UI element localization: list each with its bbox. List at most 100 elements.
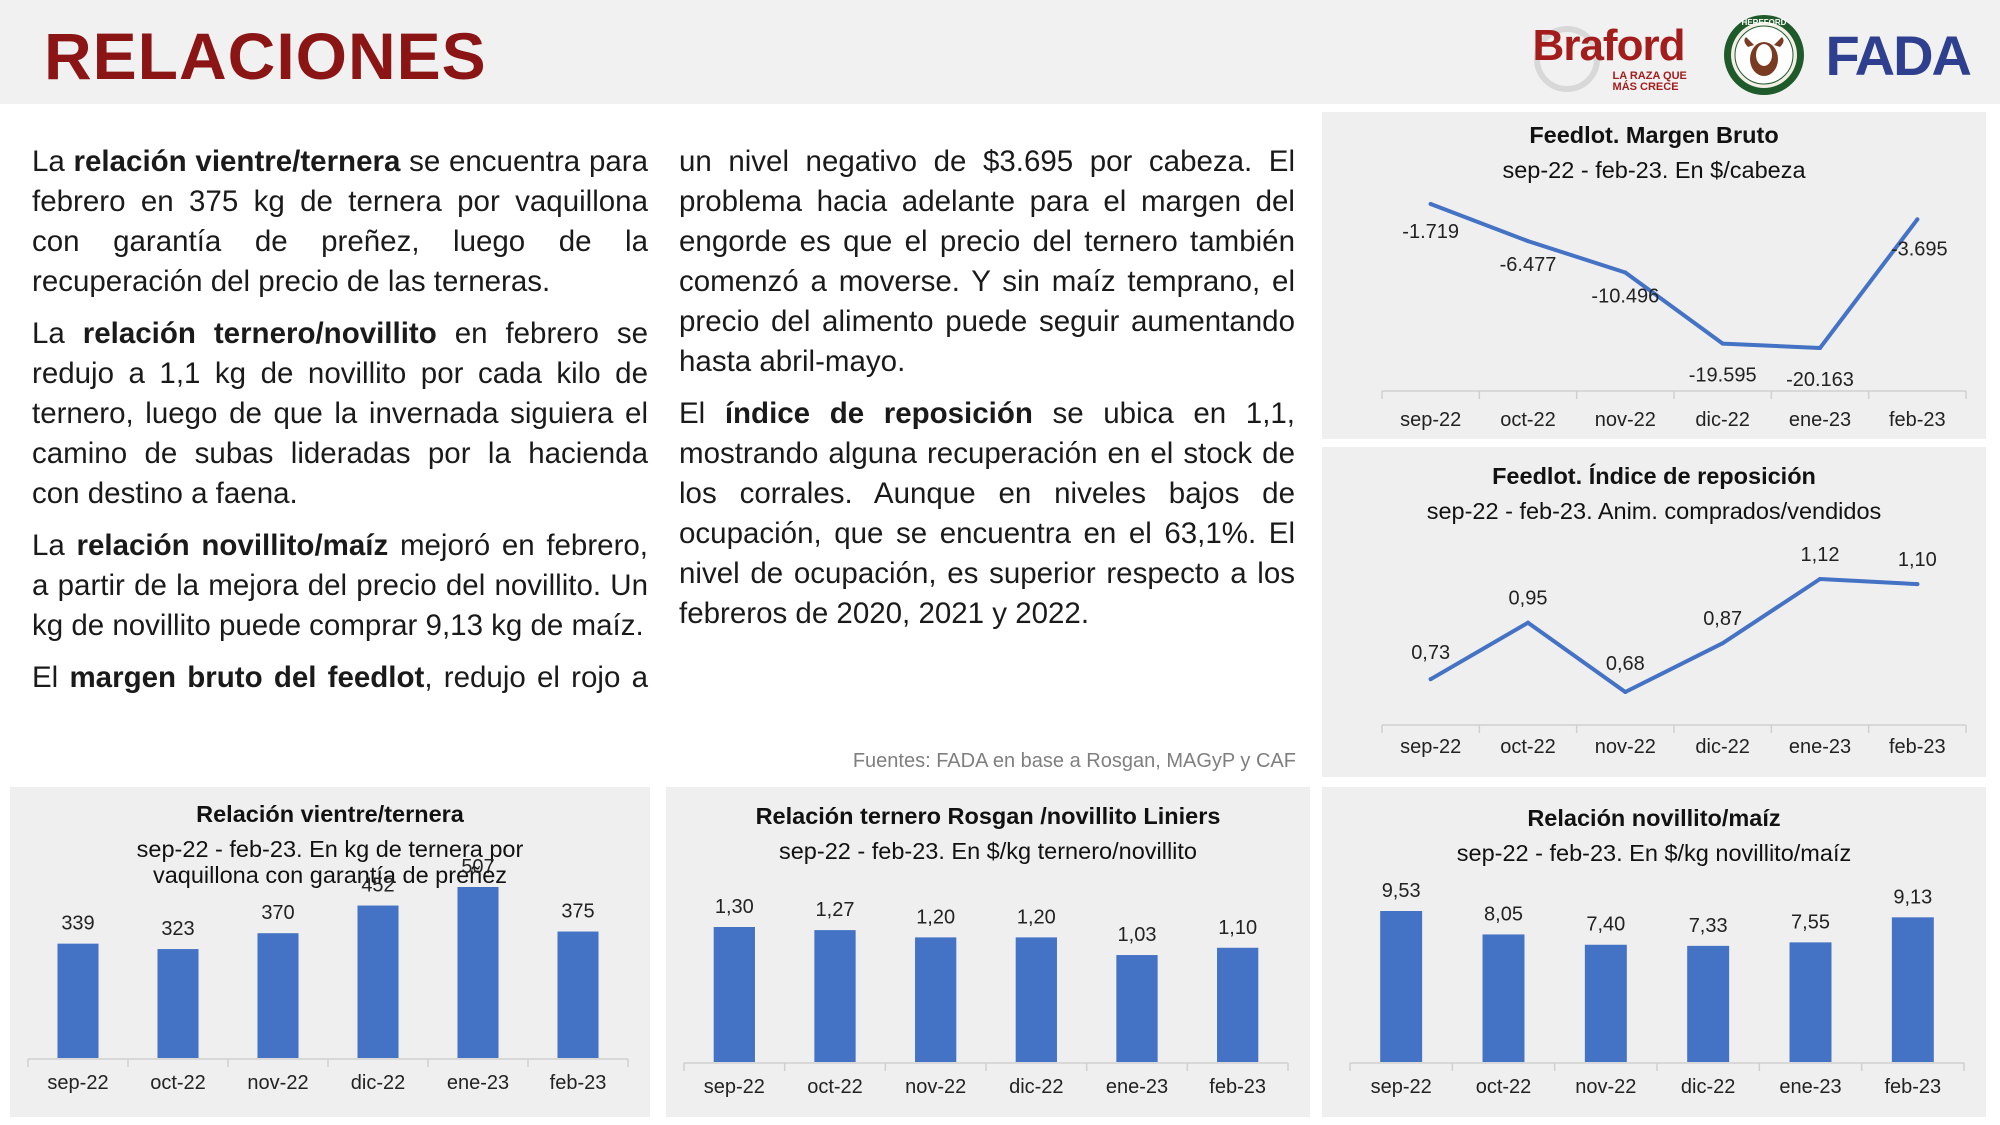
braford-logo: Braford LA RAZA QUE MÁS CRECE: [1527, 15, 1702, 95]
x-tick-label: sep-22: [704, 1076, 765, 1098]
text-run: un nivel negativo de $3.695 por cabeza. …: [679, 145, 1295, 378]
paragraph: El margen bruto del feedlot, redujo el r…: [32, 658, 648, 698]
bar: [1482, 934, 1525, 1062]
chart-subtitle: sep-22 - feb-23. En $/kg novillito/maíz: [1456, 840, 1852, 866]
bar: [1380, 911, 1423, 1062]
x-tick-label: nov-22: [1595, 736, 1656, 758]
paragraph: La relación ternero/novillito en febrero…: [32, 314, 648, 514]
data-label: 1,10: [1898, 549, 1937, 571]
chart-title: Feedlot. Margen Bruto: [1529, 122, 1779, 148]
data-point: [1818, 577, 1822, 581]
data-point: [1818, 346, 1822, 350]
text-run: La: [32, 529, 77, 562]
x-tick-label: feb-23: [1889, 736, 1946, 758]
chart-subtitle: sep-22 - feb-23. En $/cabeza: [1502, 157, 1806, 183]
x-tick-label: oct-22: [807, 1076, 863, 1098]
text-column-right: un nivel negativo de $3.695 por cabeza. …: [679, 142, 1295, 646]
data-label: 1,12: [1801, 544, 1840, 566]
x-tick-label: feb-23: [1209, 1076, 1266, 1098]
text-run: mejoró en febrero, a partir de la mejora…: [32, 529, 649, 642]
x-tick-label: dic-22: [1695, 409, 1749, 431]
x-tick-label: oct-22: [150, 1072, 206, 1094]
x-tick-label: ene-23: [1106, 1076, 1168, 1098]
bar: [1687, 945, 1730, 1062]
bar: [1584, 944, 1627, 1062]
bar: [1015, 937, 1057, 1062]
data-label: 0,68: [1606, 653, 1645, 675]
data-label: 7,55: [1791, 911, 1830, 933]
bar: [357, 905, 399, 1058]
x-tick-label: oct-22: [1476, 1076, 1532, 1098]
data-label: 1,10: [1218, 917, 1257, 939]
data-label: 1,30: [715, 896, 754, 918]
x-tick-label: dic-22: [1681, 1076, 1735, 1098]
chart-svg: sep-22 oct-22 nov-22 dic-22 ene-23 feb-23 -1.7…: [1381, 202, 1967, 431]
x-tick-label: feb-23: [1889, 409, 1946, 431]
chart-panel-novillito: Relación novillito/maíz sep-22 - feb-23. …: [1322, 787, 1986, 1117]
header-bar: RELACIONES Braford LA RAZA QUE MÁS CRECE…: [0, 0, 2000, 104]
data-label: 375: [561, 901, 594, 923]
chart-svg: sep-22 oct-22 nov-22 dic-22 ene-23 feb-23 0,73…: [1381, 544, 1967, 758]
bar: [57, 943, 99, 1058]
data-point: [1428, 202, 1433, 206]
data-label: 507: [461, 856, 494, 878]
chart-svg: sep-22 oct-22 nov-22 dic-22 ene-23 feb-23 9,53…: [1349, 880, 1965, 1098]
x-tick-label: feb-23: [1884, 1076, 1941, 1098]
data-point: [1428, 677, 1433, 682]
x-tick-label: sep-22: [1400, 409, 1461, 431]
text-run: El: [679, 397, 725, 430]
fada-logo: FADA: [1825, 23, 1972, 87]
data-label: 0,87: [1703, 608, 1742, 630]
bar: [457, 887, 499, 1058]
bold-term: relación novillito/maíz: [76, 529, 389, 562]
data-label: -20.163: [1786, 369, 1854, 391]
chart-subtitle: sep-22 - feb-23. En $/kg ternero/novilli…: [778, 838, 1197, 864]
series-line: [1428, 202, 1920, 350]
data-label: 0,95: [1509, 588, 1548, 610]
paragraph: El índice de reposición se ubica en 1,1,…: [679, 394, 1295, 634]
data-point: [1623, 690, 1628, 694]
x-tick-label: ene-23: [1789, 736, 1851, 758]
bar: [1789, 942, 1832, 1062]
braford-tagline-1: LA RAZA QUE: [1612, 70, 1687, 82]
text-run: El: [32, 661, 70, 694]
x-tick-label: sep-22: [47, 1072, 108, 1094]
data-label: 1,20: [916, 906, 955, 928]
paragraph: un nivel negativo de $3.695 por cabeza. …: [679, 142, 1295, 382]
braford-tagline-2: MÁS CRECE: [1612, 81, 1679, 93]
x-tick-label: ene-23: [1789, 409, 1851, 431]
data-label: 7,33: [1689, 915, 1728, 937]
bar: [1217, 947, 1259, 1062]
x-tick-label: dic-22: [351, 1072, 405, 1094]
data-point: [1623, 270, 1628, 275]
text-column-left: La relación vientre/ternera se encuentra…: [32, 142, 648, 710]
x-tick-label: oct-22: [1500, 409, 1556, 431]
text-run: se encuentra para febrero en 375 kg de t…: [32, 145, 648, 298]
data-label: 0,73: [1411, 642, 1450, 664]
sources-note: Fuentes: FADA en base a Rosgan, MAGyP y …: [852, 750, 1296, 772]
chart-title: Relación novillito/maíz: [1527, 805, 1781, 831]
bar: [157, 949, 199, 1058]
data-label: -3.695: [1891, 238, 1948, 260]
chart-panel-reposicion: Feedlot. Índice de reposición sep-22 - fe…: [1322, 447, 1986, 777]
bar: [1116, 955, 1158, 1062]
data-label: 452: [361, 875, 394, 897]
chart-panel-margen: Feedlot. Margen Bruto sep-22 - feb-23. En…: [1322, 112, 1986, 439]
bar: [1891, 917, 1934, 1062]
x-tick-label: nov-22: [905, 1076, 966, 1098]
data-point: [1720, 641, 1725, 646]
data-label: 370: [261, 902, 294, 924]
bold-term: margen bruto del feedlot: [69, 661, 425, 694]
bar: [915, 937, 957, 1062]
logos: Braford LA RAZA QUE MÁS CRECE HEREFORD F…: [1527, 12, 1972, 98]
chart-title: Feedlot. Índice de reposición: [1492, 463, 1816, 489]
bar: [557, 931, 599, 1058]
chart-subtitle: sep-22 - feb-23. En kg de ternera por: [136, 836, 524, 862]
bold-term: relación ternero/novillito: [82, 317, 437, 350]
data-label: 8,05: [1484, 903, 1523, 925]
data-point: [1526, 239, 1530, 244]
text-run: La: [32, 317, 83, 350]
x-tick-label: nov-22: [1575, 1076, 1636, 1098]
text-run: , redujo el rojo a: [424, 661, 648, 694]
braford-wordmark: Braford: [1532, 21, 1686, 70]
